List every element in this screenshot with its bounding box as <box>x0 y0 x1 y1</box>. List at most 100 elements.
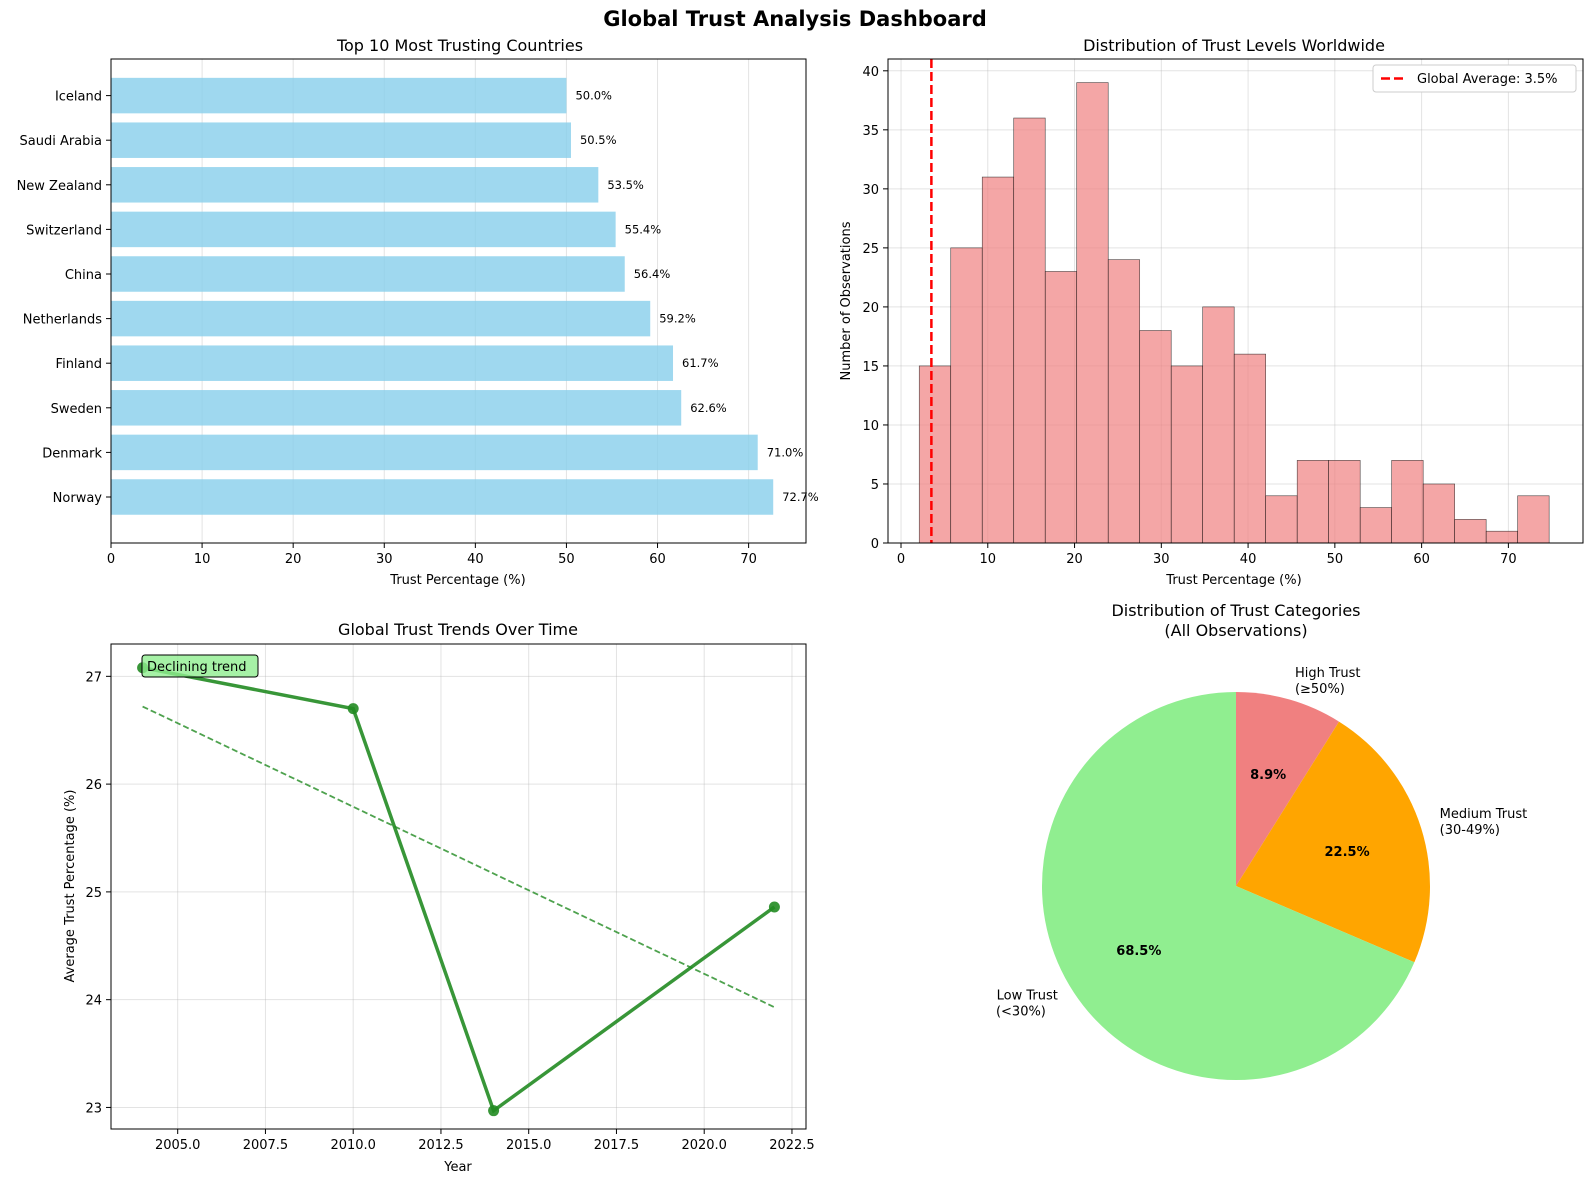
trends-xtick-label: 2007.5 <box>243 1138 289 1153</box>
country-name-label: New Zealand <box>17 179 102 194</box>
pie-label-line1: Medium Trust <box>1440 807 1528 822</box>
country-bar-value-label: 56.4% <box>634 267 671 281</box>
histogram-bin-bar <box>1265 495 1298 544</box>
top-countries-chart: Top 10 Most Trusting Countries 72.7% 71.0… <box>17 36 819 588</box>
country-name-label: Denmark <box>42 446 102 461</box>
histogram-frame <box>887 58 1584 544</box>
top-countries-xtick-label: 60 <box>649 552 666 567</box>
histogram-bin-bar <box>1454 519 1487 544</box>
top-countries-xtick-label: 10 <box>194 552 211 567</box>
country-bar-value-label: 55.4% <box>625 222 662 236</box>
country-bar <box>111 256 625 292</box>
histogram-xtick-label: 40 <box>1240 552 1257 567</box>
pie-label-line2: (30-49%) <box>1440 823 1500 838</box>
pie-slice-category-label: Medium Trust (30-49%) <box>1440 807 1528 838</box>
legend-label: Global Average: 3.5% <box>1417 72 1558 87</box>
histogram-ytick-label: 20 <box>862 301 879 316</box>
country-name-label: Norway <box>53 491 103 506</box>
dashboard-title: Global Trust Analysis Dashboard <box>603 7 987 31</box>
histogram-ytick-label: 15 <box>862 360 879 375</box>
trends-ytick-label: 25 <box>85 886 102 901</box>
histogram-bin-bar <box>1422 483 1455 544</box>
histogram-bin-bar <box>1328 460 1361 544</box>
top-countries-xtick-label: 30 <box>376 552 393 567</box>
histogram-bin-bar <box>1296 460 1329 544</box>
histogram-ytick-label: 5 <box>871 478 879 493</box>
histogram-xlabel: Trust Percentage (%) <box>1165 573 1301 588</box>
trust-histogram-chart: Distribution of Trust Levels Worldwide 0… <box>839 36 1584 588</box>
histogram-bin-bar <box>1076 82 1109 544</box>
pie-label-line2: (≥50%) <box>1295 682 1345 697</box>
trends-xtick-label: 2022.5 <box>769 1138 815 1153</box>
pie-slice <box>1236 721 1430 963</box>
trend-data-point <box>768 901 780 913</box>
histogram-ytick-label: 40 <box>862 65 879 80</box>
trends-xtick-label: 2017.5 <box>594 1138 640 1153</box>
histogram-ytick-label: 0 <box>871 537 879 552</box>
country-bar <box>111 211 616 248</box>
pie-label-line1: Low Trust <box>997 989 1058 1004</box>
country-bar <box>111 345 674 381</box>
histogram-ytick-label: 25 <box>862 242 879 257</box>
country-name-label: Iceland <box>55 90 102 105</box>
histogram-bin-bar <box>1359 507 1392 544</box>
histogram-xtick-label: 20 <box>1066 552 1083 567</box>
histogram-bin-bar <box>1170 365 1204 544</box>
country-name-label: China <box>65 268 102 283</box>
histogram-xtick-label: 60 <box>1413 552 1430 567</box>
country-bar-value-label: 61.7% <box>682 356 719 370</box>
country-bar-value-label: 59.2% <box>659 312 696 326</box>
country-bar-value-label: 50.5% <box>580 133 617 147</box>
trends-xtick-label: 2005.0 <box>155 1138 201 1153</box>
trends-ylabel: Average Trust Percentage (%) <box>63 790 78 983</box>
pie-slice-percent-label: 8.9% <box>1250 768 1286 783</box>
trust-categories-pie: Distribution of Trust Categories (All Ob… <box>996 601 1527 1080</box>
histogram-bin-bar <box>950 247 983 544</box>
trends-xtick-label: 2012.5 <box>418 1138 464 1153</box>
histogram-bin-bar <box>1107 259 1141 544</box>
declining-trend-annotation: Declining trend <box>141 654 259 678</box>
annotation-box <box>141 654 259 678</box>
histogram-bin-bar <box>1044 271 1078 544</box>
histogram-xtick-label: 30 <box>1153 552 1170 567</box>
histogram-ytick-label: 35 <box>862 124 879 139</box>
trends-xtick-label: 2015.0 <box>506 1138 552 1153</box>
histogram-bin-bar <box>1202 306 1235 544</box>
top-countries-xlabel: Trust Percentage (%) <box>389 573 525 588</box>
histogram-xtick-label: 0 <box>897 552 905 567</box>
top-countries-xtick-label: 20 <box>285 552 302 567</box>
top-countries-frame <box>110 58 807 544</box>
top-countries-xtick-label: 50 <box>558 552 575 567</box>
pie-slice-percent-label: 68.5% <box>1116 944 1161 959</box>
trends-ytick-label: 27 <box>85 670 102 685</box>
country-bar-value-label: 71.0% <box>767 445 804 459</box>
country-bar <box>111 122 571 158</box>
histogram-bin-bar <box>981 176 1015 544</box>
trend-line <box>142 705 775 1009</box>
top-countries-xtick-label: 40 <box>467 552 484 567</box>
trends-ytick-label: 24 <box>85 994 102 1009</box>
trend-data-point <box>347 703 359 715</box>
histogram-xtick-label: 10 <box>980 552 997 567</box>
trends-ytick-label: 26 <box>85 778 102 793</box>
histogram-bin-bar <box>1485 530 1518 544</box>
histogram-ylabel: Number of Observations <box>839 221 854 380</box>
legend-box <box>1372 64 1577 93</box>
trends-frame <box>110 643 807 1130</box>
pie-title: Distribution of Trust Categories <box>1111 601 1360 620</box>
country-name-label: Switzerland <box>26 223 102 238</box>
histogram-ytick-label: 10 <box>862 419 879 434</box>
pie-slice <box>1041 691 1415 1080</box>
pie-slice-category-label: High Trust (≥50%) <box>1295 666 1361 697</box>
country-bar <box>111 167 599 203</box>
top-countries-title: Top 10 Most Trusting Countries <box>336 36 583 55</box>
trends-xtick-label: 2020.0 <box>681 1138 727 1153</box>
top-countries-xtick-label: 0 <box>107 552 115 567</box>
pie-label-line1: High Trust <box>1295 666 1361 681</box>
country-bar <box>111 434 758 471</box>
country-bar-value-label: 50.0% <box>575 89 612 103</box>
country-bar-value-label: 62.6% <box>690 401 727 415</box>
histogram-legend: Global Average: 3.5% <box>1372 64 1577 93</box>
top-countries-xtick-label: 70 <box>740 552 757 567</box>
